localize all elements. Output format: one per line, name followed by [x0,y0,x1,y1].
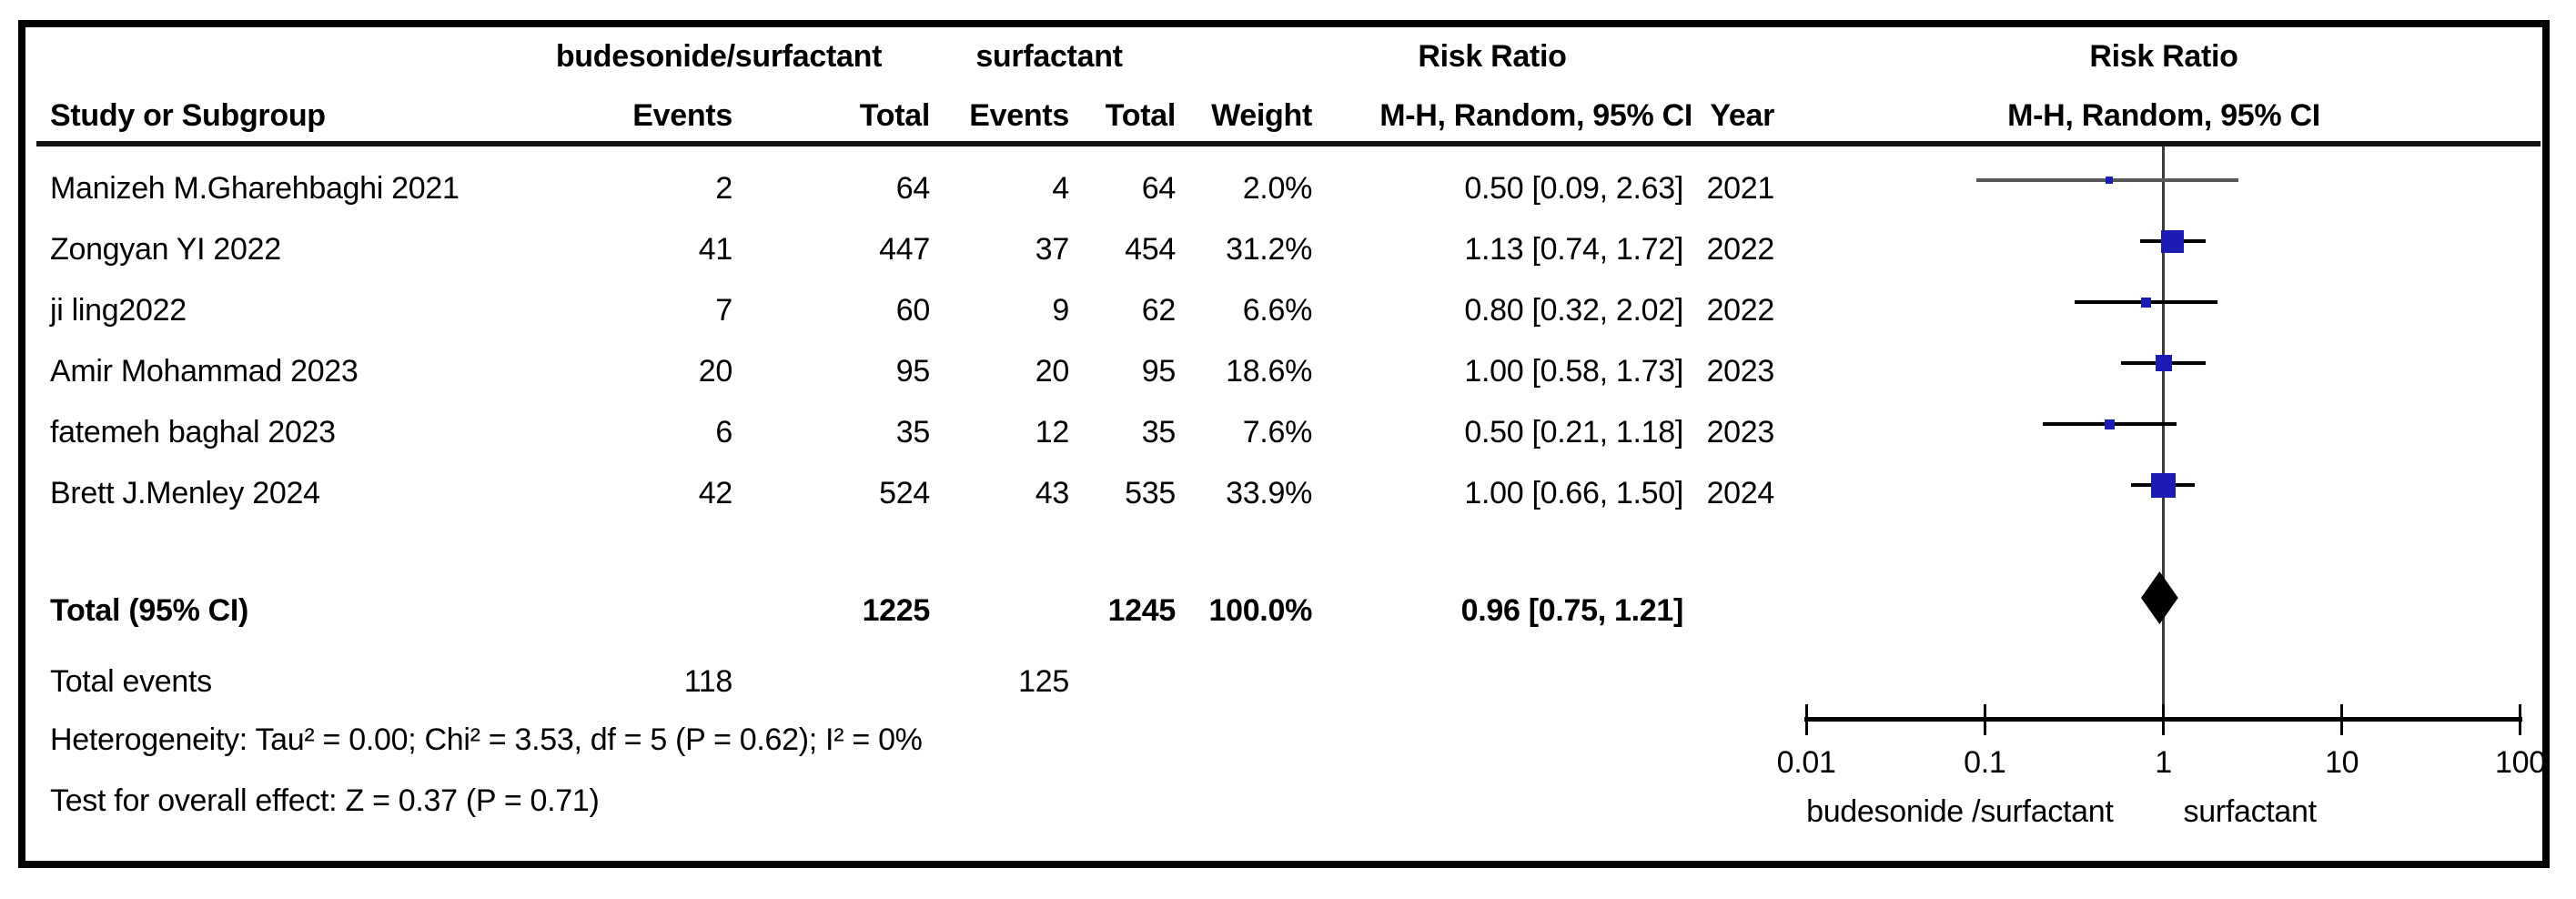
plot-effect-measure-header: Risk Ratio [2089,39,2238,74]
study-year: 2024 [1706,476,1775,510]
study-effect-ci: 1.00 [0.58, 1.73] [1464,354,1683,389]
axis-tick [2519,704,2522,735]
axis-tick [1804,704,1808,735]
study-year: 2022 [1706,293,1775,328]
axis-footer-left-label: budesonide /surfactant [1806,794,2114,829]
study-events-treatment: 41 [698,232,733,267]
study-effect-ci: 1.00 [0.66, 1.50] [1464,476,1683,510]
total-row-label: Total (95% CI) [50,593,249,628]
study-weight: 33.9% [1226,476,1312,510]
study-events-control: 43 [1035,476,1070,510]
study-name: ji ling2022 [50,293,187,328]
study-year: 2021 [1706,171,1775,206]
study-year: 2023 [1706,354,1775,389]
column-header-events-treatment: Events [632,98,732,133]
study-total-treatment: 524 [879,476,930,510]
study-name: Brett J.Menley 2024 [50,476,320,510]
study-year: 2022 [1706,232,1775,267]
effect-square [2104,419,2115,429]
no-effect-center-line [2162,146,2165,717]
forest-plot-frame [18,20,2550,868]
header-separator-line [36,141,2541,146]
study-total-treatment: 447 [879,232,930,267]
study-total-treatment: 35 [895,415,931,450]
study-total-control: 95 [1141,354,1177,389]
study-events-control: 12 [1035,415,1070,450]
axis-tick-label: 100 [2494,745,2546,780]
study-events-treatment: 2 [715,171,732,206]
group-header-control: surfactant [975,39,1123,74]
group-header-treatment: budesonide/surfactant [555,39,883,74]
heterogeneity-stats: Heterogeneity: Tau² = 0.00; Chi² = 3.53,… [50,722,923,757]
study-events-treatment: 7 [715,293,732,328]
total-events-label: Total events [50,664,212,699]
study-events-treatment: 42 [698,476,733,510]
total-row-total-treatment: 1225 [862,593,931,628]
study-total-treatment: 64 [895,171,931,206]
column-header-total-control: Total [1105,98,1177,133]
study-weight: 6.6% [1242,293,1313,328]
axis-tick-label: 10 [2325,745,2359,780]
total-row-weight: 100.0% [1208,593,1312,628]
study-events-control: 4 [1052,171,1069,206]
axis-tick [2340,704,2344,735]
overall-effect-stats: Test for overall effect: Z = 0.37 (P = 0… [50,783,600,818]
axis-footer-right-label: surfactant [2183,794,2318,829]
study-total-control: 454 [1125,232,1176,267]
axis-tick [1983,704,1986,735]
axis-tick [2162,704,2165,735]
study-total-control: 64 [1141,171,1177,206]
study-weight: 31.2% [1226,232,1312,267]
study-effect-ci: 0.50 [0.21, 1.18] [1464,415,1683,450]
study-events-control: 9 [1052,293,1069,328]
effect-square [2140,297,2151,308]
total-events-control: 125 [1018,664,1069,699]
study-effect-ci: 1.13 [0.74, 1.72] [1464,232,1683,267]
study-effect-ci: 0.80 [0.32, 2.02] [1464,293,1683,328]
study-name: Zongyan YI 2022 [50,232,281,267]
axis-tick-label: 1 [2155,745,2172,780]
study-events-treatment: 20 [698,354,733,389]
study-events-control: 20 [1035,354,1070,389]
study-name: fatemeh baghal 2023 [50,415,336,450]
study-total-control: 62 [1141,293,1177,328]
plot-method-header: M-H, Random, 95% CI [2007,98,2320,133]
study-effect-ci: 0.50 [0.09, 2.63] [1464,171,1683,206]
column-header-year: Year [1710,98,1774,133]
study-events-treatment: 6 [715,415,732,450]
study-total-treatment: 60 [895,293,931,328]
effect-square [2151,472,2176,498]
column-header-events-control: Events [969,98,1069,133]
study-weight: 18.6% [1226,354,1312,389]
column-header-weight: Weight [1211,98,1312,133]
effect-measure-header: Risk Ratio [1418,39,1567,74]
column-header-study: Study or Subgroup [50,98,326,133]
study-name: Manizeh M.Gharehbaghi 2021 [50,171,460,206]
effect-square [2106,177,2114,184]
effect-square [2161,229,2185,253]
study-total-treatment: 95 [895,354,931,389]
study-events-control: 37 [1035,232,1070,267]
total-row-effect-ci: 0.96 [0.75, 1.21] [1460,593,1684,628]
study-year: 2023 [1706,415,1775,450]
study-total-control: 535 [1125,476,1176,510]
effect-square [2155,355,2172,371]
column-header-effect-ci: M-H, Random, 95% CI [1379,98,1692,133]
study-weight: 7.6% [1242,415,1313,450]
axis-tick-label: 0.1 [1964,745,2006,780]
total-events-treatment: 118 [683,664,733,699]
axis-tick-label: 0.01 [1776,745,1836,780]
study-name: Amir Mohammad 2023 [50,354,359,389]
total-row-total-control: 1245 [1107,593,1177,628]
study-total-control: 35 [1141,415,1177,450]
column-header-total-treatment: Total [859,98,931,133]
study-weight: 2.0% [1242,171,1313,206]
